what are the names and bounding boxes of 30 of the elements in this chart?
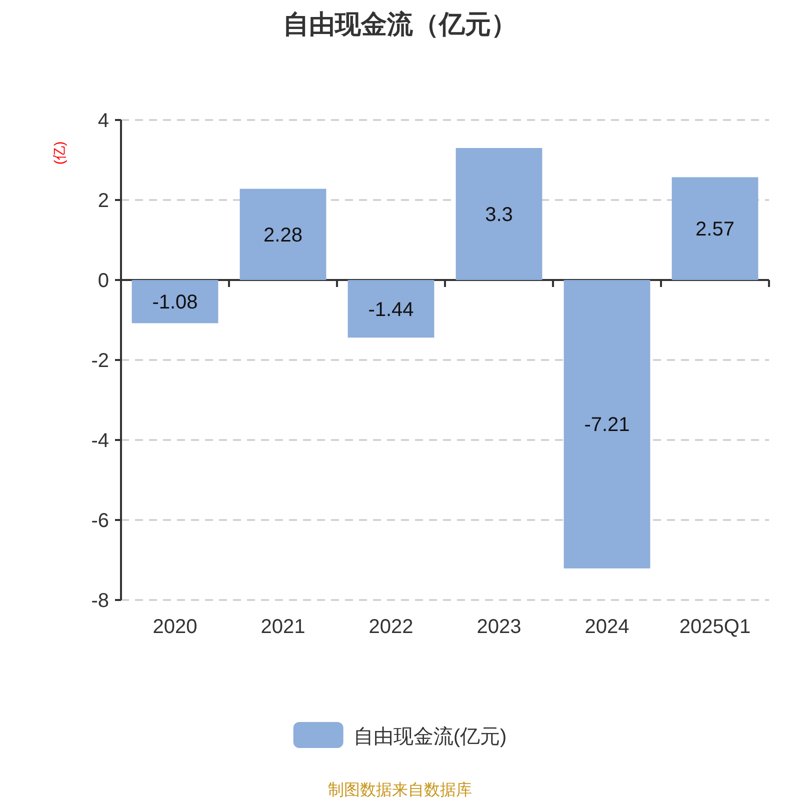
x-tick-label: 2023 [476, 616, 522, 638]
data-label: -7.21 [584, 414, 630, 436]
bar [672, 177, 758, 280]
y-axis-title: (亿) [51, 141, 67, 165]
bar [564, 280, 650, 568]
x-tick-label: 2020 [152, 616, 198, 638]
text: 制图数据来自数据库 [328, 781, 472, 799]
data-label: 3.3 [485, 204, 513, 226]
y-tick-label: 0 [98, 270, 109, 292]
legend: 自由现金流(亿元) [293, 722, 507, 748]
data-label: -1.44 [368, 298, 414, 321]
data-label: 2.28 [264, 224, 302, 246]
data-label: 2.57 [696, 218, 734, 241]
chart-title: 自由现金流（亿元） [283, 9, 517, 39]
x-tick-label: 2025Q1 [679, 616, 751, 638]
data-label: -1.08 [152, 292, 198, 314]
y-tick-label: -4 [91, 430, 109, 452]
bar [132, 280, 218, 324]
x-tick-label: 2024 [584, 616, 630, 638]
y-tick-label: 4 [98, 110, 109, 132]
y-tick-label: -8 [91, 590, 109, 612]
y-tick-label: -6 [91, 510, 109, 532]
bar [456, 148, 542, 280]
legend-label: 自由现金流(亿元) [353, 726, 507, 748]
x-tick-label: 2022 [368, 616, 414, 638]
x-tick-label: 2021 [260, 616, 306, 638]
bar [348, 280, 434, 338]
bar [240, 188, 326, 280]
y-tick-label: 2 [98, 190, 109, 212]
y-tick-label: -2 [91, 350, 109, 372]
